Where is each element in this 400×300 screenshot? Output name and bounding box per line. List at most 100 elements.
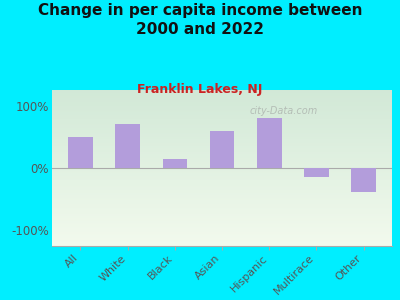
Bar xyxy=(52,232,392,233)
Bar xyxy=(52,225,392,226)
Bar xyxy=(52,144,392,145)
Bar xyxy=(52,233,392,235)
Bar xyxy=(52,184,392,186)
Bar xyxy=(52,110,392,111)
Bar xyxy=(52,158,392,159)
Bar xyxy=(52,243,392,244)
Bar xyxy=(52,119,392,120)
Bar xyxy=(52,109,392,110)
Bar xyxy=(52,111,392,112)
Bar xyxy=(52,154,392,155)
Bar xyxy=(52,153,392,154)
Bar xyxy=(68,137,93,168)
Bar xyxy=(257,118,282,168)
Bar xyxy=(52,228,392,230)
Bar xyxy=(52,194,392,195)
Bar xyxy=(52,116,392,117)
Bar xyxy=(52,230,392,231)
Bar xyxy=(52,112,392,113)
Bar xyxy=(52,214,392,215)
Bar xyxy=(52,211,392,212)
Bar xyxy=(52,118,392,119)
Bar xyxy=(52,139,392,140)
Bar xyxy=(52,157,392,158)
Bar xyxy=(52,163,392,164)
Bar xyxy=(52,219,392,220)
Bar xyxy=(52,97,392,98)
Bar xyxy=(52,143,392,144)
Bar xyxy=(52,149,392,150)
Bar xyxy=(52,166,392,167)
Bar xyxy=(351,168,376,192)
Bar xyxy=(52,172,392,173)
Bar xyxy=(52,105,392,106)
Bar xyxy=(52,168,392,169)
Bar xyxy=(52,196,392,197)
Bar xyxy=(210,130,234,168)
Bar xyxy=(52,93,392,94)
Bar xyxy=(52,170,392,171)
Bar xyxy=(52,177,392,178)
Bar xyxy=(52,191,392,192)
Bar xyxy=(52,134,392,135)
Bar xyxy=(52,122,392,123)
Bar xyxy=(52,121,392,122)
Bar xyxy=(304,168,329,177)
Bar xyxy=(52,208,392,210)
Bar xyxy=(52,178,392,179)
Bar xyxy=(52,126,392,128)
Bar xyxy=(52,101,392,103)
Bar xyxy=(52,197,392,198)
Bar xyxy=(52,120,392,121)
Bar xyxy=(52,137,392,138)
Bar xyxy=(52,123,392,124)
Bar xyxy=(52,136,392,137)
Bar xyxy=(52,145,392,146)
Bar xyxy=(52,125,392,126)
Bar xyxy=(52,221,392,222)
Bar xyxy=(52,96,392,97)
Bar xyxy=(52,164,392,165)
Bar xyxy=(52,161,392,162)
Bar xyxy=(52,167,392,168)
Bar xyxy=(52,237,392,238)
Text: Franklin Lakes, NJ: Franklin Lakes, NJ xyxy=(137,82,263,95)
Bar xyxy=(52,203,392,204)
Bar xyxy=(52,124,392,125)
Bar xyxy=(52,135,392,136)
Bar xyxy=(52,159,392,160)
Bar xyxy=(52,106,392,108)
Bar xyxy=(52,181,392,182)
Bar xyxy=(52,218,392,219)
Bar xyxy=(52,108,392,109)
Bar xyxy=(52,100,392,101)
Bar xyxy=(52,141,392,142)
Bar xyxy=(52,216,392,217)
Bar xyxy=(52,179,392,181)
Bar xyxy=(52,94,392,95)
Bar xyxy=(52,187,392,188)
Bar xyxy=(52,99,392,101)
Bar xyxy=(52,91,392,92)
Bar xyxy=(52,227,392,228)
Bar xyxy=(52,147,392,148)
Bar xyxy=(52,198,392,199)
Bar xyxy=(52,140,392,141)
Bar xyxy=(52,142,392,143)
Bar xyxy=(52,90,392,91)
Bar xyxy=(52,150,392,152)
Bar xyxy=(52,103,392,105)
Bar xyxy=(52,231,392,232)
Bar xyxy=(52,244,392,245)
Bar xyxy=(52,192,392,193)
Bar xyxy=(52,171,392,172)
Bar xyxy=(52,190,392,191)
Bar xyxy=(52,146,392,147)
Bar xyxy=(52,176,392,177)
Text: city-Data.com: city-Data.com xyxy=(249,106,318,116)
Bar xyxy=(52,182,392,183)
Bar xyxy=(52,133,392,134)
Bar xyxy=(52,206,392,208)
Bar xyxy=(52,212,392,213)
Bar xyxy=(52,165,392,166)
